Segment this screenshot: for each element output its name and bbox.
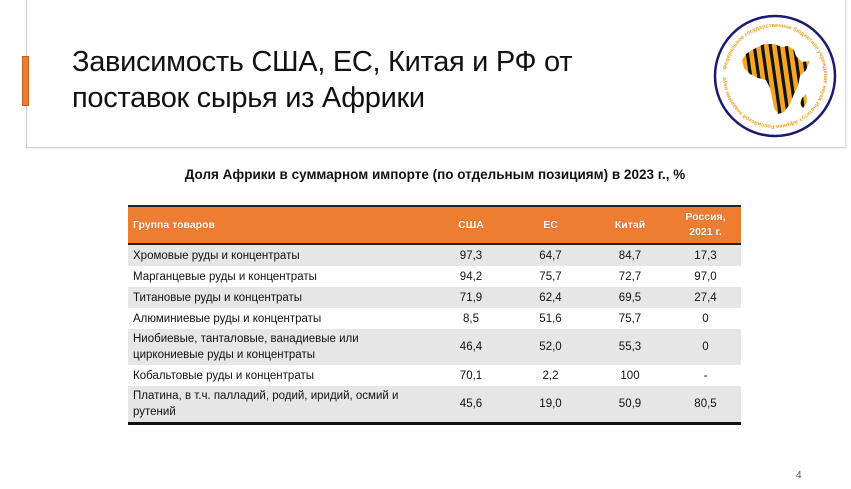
cell-product-line-2: рутений: [133, 406, 176, 418]
cell-russia: 27,4: [694, 291, 717, 304]
cell-russia: -: [703, 369, 708, 382]
header-usa: США: [431, 205, 511, 245]
header-russia-line-2: 2021 г.: [689, 226, 722, 238]
cell-china: 55,3: [618, 341, 642, 353]
cell-russia: 0: [702, 312, 709, 325]
cell-product: Титановые руды и концентраты: [133, 291, 303, 304]
cell-russia: 17,3: [694, 249, 717, 262]
cell-usa: 71,9: [459, 291, 483, 304]
table-row: Алюминиевые руды и концентраты 8,5 51,6 …: [128, 308, 741, 329]
header-russia-line-1: Россия,: [685, 211, 726, 223]
cell-china: 50,9: [590, 386, 670, 425]
cell-usa: 46,4: [459, 341, 483, 353]
cell-russia: 80,5: [670, 386, 741, 425]
cell-product: Алюминиевые руды и концентраты: [133, 312, 322, 325]
table-row: Титановые руды и концентраты 71,9 62,4 6…: [128, 287, 741, 308]
africa-institute-logo-icon: Федеральное государственное бюджетное уч…: [712, 14, 838, 138]
cell-product: Платина, в т.ч. палладий, родий, иридий,…: [128, 386, 431, 425]
cell-china: 100: [620, 369, 640, 382]
cell-china: 72,7: [618, 270, 642, 283]
cell-russia: 0: [702, 341, 709, 353]
africa-import-share-table: Группа товаров США ЕС Китай Россия, 2021…: [128, 205, 741, 425]
slide-number: 4: [796, 470, 802, 481]
cell-product: Хромовые руды и концентраты: [133, 249, 300, 262]
cell-eu: 64,7: [539, 249, 562, 262]
cell-eu: 75,7: [539, 270, 562, 283]
cell-product-line-1: Платина, в т.ч. палладий, родий, иридий,…: [133, 390, 399, 402]
cell-product-line-2: циркониевые руды и концентраты: [133, 349, 315, 361]
cell-usa: 45,6: [431, 386, 511, 425]
title-accent-bar: [22, 56, 29, 106]
cell-eu: 51,6: [539, 312, 562, 325]
header-eu: ЕС: [511, 205, 590, 245]
cell-usa: 94,2: [459, 270, 483, 283]
table-header-row: Группа товаров США ЕС Китай Россия, 2021…: [128, 205, 741, 245]
cell-russia: 97,0: [694, 270, 717, 283]
cell-usa: 97,3: [459, 249, 483, 262]
cell-china: 69,5: [618, 291, 642, 304]
header-product-group: Группа товаров: [128, 205, 431, 245]
cell-usa: 8,5: [463, 312, 479, 325]
cell-product-line-1: Ниобиевые, танталовые, ванадиевые или: [133, 333, 359, 345]
table-row: Кобальтовые руды и концентраты 70,1 2,2 …: [128, 365, 741, 386]
cell-eu: 2,2: [542, 369, 559, 382]
cell-eu: 19,0: [511, 386, 590, 425]
table-row: Ниобиевые, танталовые, ванадиевые или ци…: [128, 329, 741, 365]
cell-china: 84,7: [618, 249, 642, 262]
cell-eu: 62,4: [539, 291, 562, 304]
slide-title-line-2: поставок сырья из Африки: [72, 82, 425, 114]
table-caption: Доля Африки в суммарном импорте (по отде…: [184, 167, 686, 182]
table-row: Хромовые руды и концентраты 97,3 64,7 84…: [128, 244, 741, 266]
slide-title: Зависимость США, ЕС, Китая и РФ от поста…: [72, 44, 573, 116]
header-china: Китай: [590, 205, 670, 245]
cell-china: 75,7: [618, 312, 642, 325]
header-russia: Россия, 2021 г.: [670, 205, 741, 245]
title-placeholder: [26, 0, 846, 148]
cell-usa: 70,1: [459, 369, 483, 382]
cell-product: Кобальтовые руды и концентраты: [133, 369, 314, 382]
cell-eu: 52,0: [539, 341, 562, 353]
table-row: Марганцевые руды и концентраты 94,2 75,7…: [128, 266, 741, 287]
cell-product: Марганцевые руды и концентраты: [133, 270, 317, 283]
slide-title-line-1: Зависимость США, ЕС, Китая и РФ от: [72, 46, 573, 78]
table-row: Платина, в т.ч. палладий, родий, иридий,…: [128, 386, 741, 425]
cell-product: Ниобиевые, танталовые, ванадиевые или ци…: [128, 329, 431, 365]
